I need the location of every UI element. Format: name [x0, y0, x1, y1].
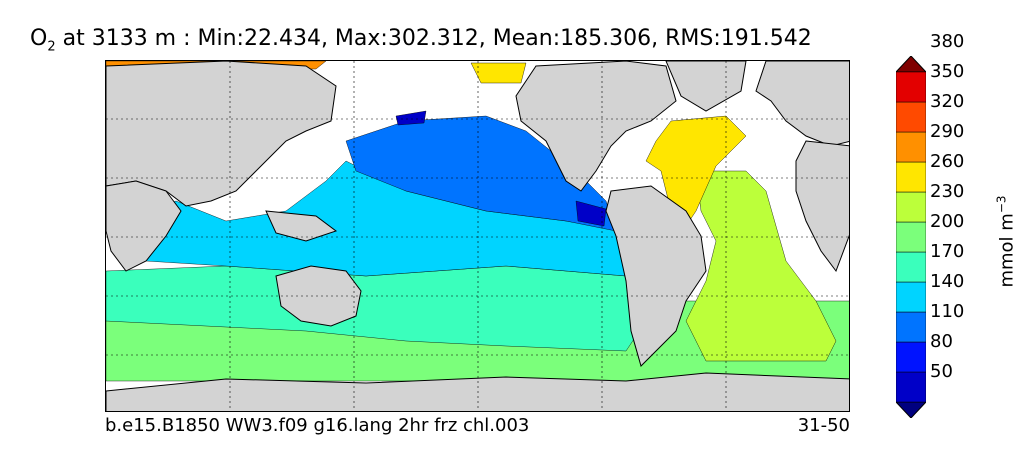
colorbar-tick-label: 170	[930, 241, 965, 262]
colorbar-bin	[896, 101, 926, 133]
land-greenland	[665, 61, 747, 112]
colorbar	[896, 56, 926, 418]
colorbar-bin	[896, 191, 926, 223]
years-caption: 31-50	[797, 415, 850, 436]
colorbar-max-extension	[896, 56, 926, 73]
colorbar-unit: mmol m	[996, 213, 1018, 288]
colorbar-bin	[896, 371, 926, 403]
land-south-america	[605, 185, 707, 367]
colorbar-bin	[896, 161, 926, 193]
colorbar-bin	[896, 131, 926, 163]
colorbar-tick-label: 140	[930, 271, 965, 292]
map-canvas	[106, 61, 849, 411]
colorbar-bin	[896, 311, 926, 343]
colorbar-tick-label: 230	[930, 181, 965, 202]
land-indonesia	[265, 210, 338, 242]
colorbar-tick-label: 380	[930, 31, 965, 52]
colorbar-tick-label: 80	[930, 331, 953, 352]
land-masses	[106, 61, 849, 411]
field-pocket-80-east	[575, 200, 607, 227]
colorbar-min-extension	[896, 401, 926, 418]
colorbar-bin	[896, 251, 926, 283]
colorbar-unit-exponent: −3	[994, 195, 1009, 214]
field-pocket-80-north	[395, 110, 427, 126]
title-variable-subscript: 2	[47, 39, 56, 55]
colorbar-tick-label: 320	[930, 91, 965, 112]
colorbar-unit-label: mmol m−3	[995, 195, 1018, 287]
colorbar-tick-label: 260	[930, 151, 965, 172]
colorbar-tick-label: 200	[930, 211, 965, 232]
colorbar-tick-label: 350	[930, 61, 965, 82]
colorbar-bin	[896, 281, 926, 313]
colorbar-bin	[896, 341, 926, 373]
land-europe	[755, 61, 849, 147]
colorbar-bin	[896, 221, 926, 253]
case-name-caption: b.e15.B1850 WW3.f09 g16.lang 2hr frz chl…	[105, 415, 530, 436]
title-variable: O	[30, 26, 48, 51]
land-antarctica	[106, 372, 849, 411]
land-africa-west	[106, 180, 182, 272]
colorbar-tick-label: 290	[930, 121, 965, 142]
land-australia	[275, 265, 362, 327]
plot-title: O2 at 3133 m : Min:22.434, Max:302.312, …	[30, 26, 812, 54]
colorbar-tick-label: 110	[930, 301, 965, 322]
colorbar-bin	[896, 71, 926, 103]
field-atlantic-230	[685, 170, 837, 362]
field-arctic-260	[470, 62, 527, 84]
colorbar-tick-label: 50	[930, 361, 953, 382]
title-statistics: at 3133 m : Min:22.434, Max:302.312, Mea…	[55, 26, 812, 51]
map-gridlines	[106, 61, 849, 411]
land-north-america	[515, 61, 677, 192]
ocean-fields	[106, 61, 849, 382]
map-panel	[105, 60, 850, 412]
land-africa	[795, 140, 849, 273]
